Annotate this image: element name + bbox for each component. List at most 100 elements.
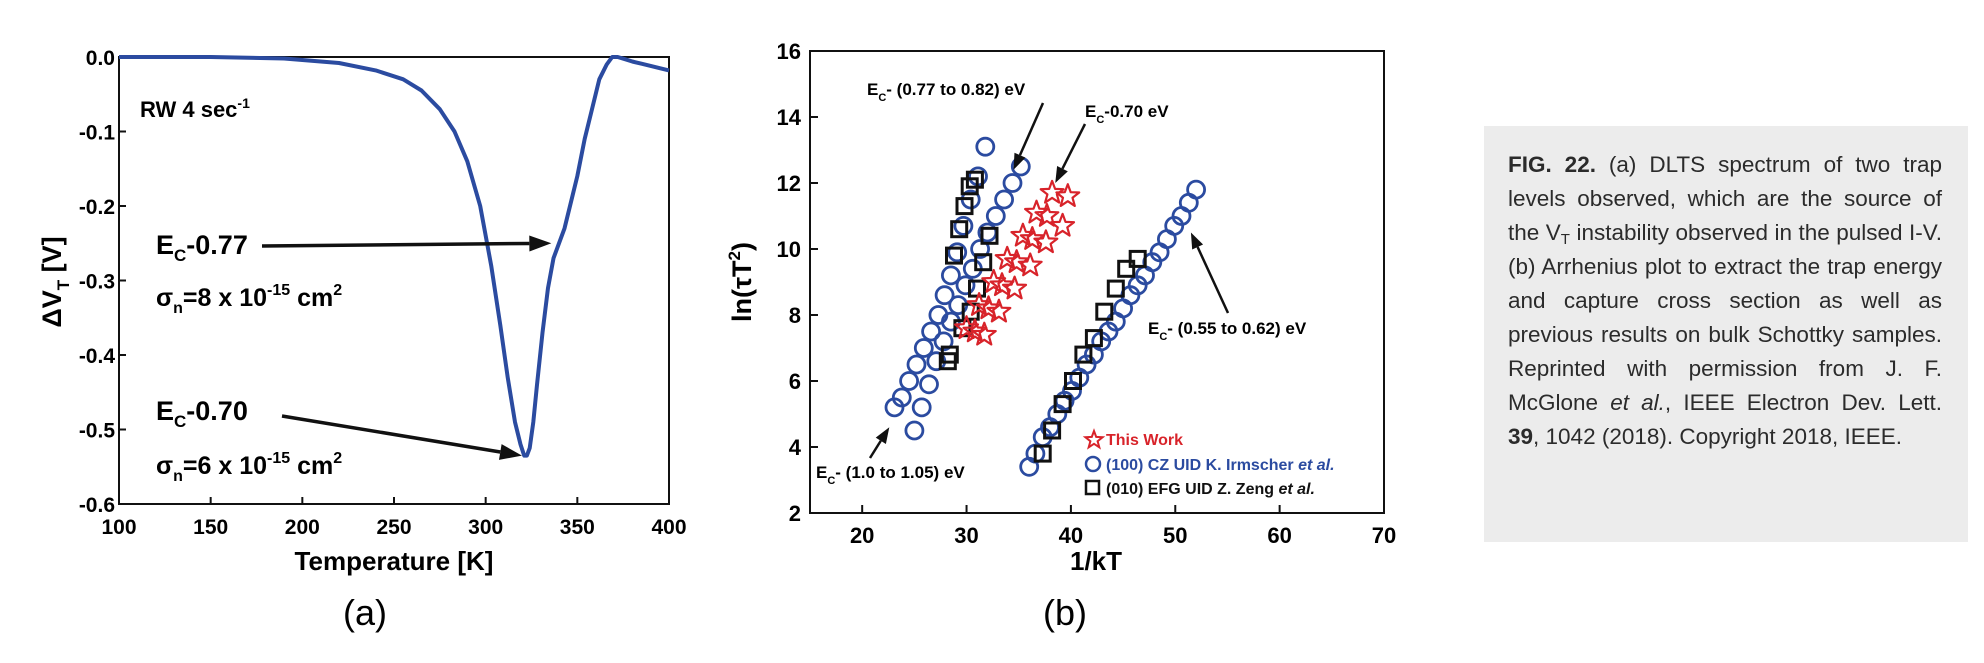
dlts-y-axis-label: ΔVT [V] [37,236,73,327]
arrhenius-x-tick-label: 20 [850,523,874,548]
cz-uid-point [955,275,976,296]
cz-uid-point [1002,173,1023,193]
annotation-ec-10-105-arrow [868,440,882,459]
dlts-y-tick-label: -0.4 [79,345,116,368]
this-work-point [1034,202,1060,227]
cz-uid-point [985,206,1006,226]
panel-a-label: (a) [343,592,387,633]
this-work-point [1039,179,1065,204]
caption-volume: 39 [1508,424,1534,449]
dlts-rate-label: RW 4 sec-1 [140,95,250,122]
cz-uid-point [891,387,912,408]
dlts-chart: 100 150 200 250 300 350 400 0.0 -0.1 -0.2 -0.3 -0.… [37,47,687,633]
arrhenius-x-tick-label: 30 [954,523,978,548]
this-work-point [1050,212,1076,237]
cz-uid-point [994,189,1015,210]
efg-uid-point [1033,444,1052,463]
dlts-x-tick-label: 400 [651,516,686,539]
this-work-point [981,268,1007,293]
dlts-y-tick-label: -0.3 [79,271,115,294]
cz-uid-point [934,285,955,306]
efg-uid-point [1074,345,1093,364]
this-work-point [1019,226,1045,250]
efg-uid-point [1117,259,1136,278]
caption-etal: et al. [1610,390,1665,415]
efg-uid-point [1106,279,1125,298]
dlts-y-tick-label: -0.6 [79,494,115,517]
dlts-x-tick-label: 150 [193,516,228,539]
cz-uid-point [906,354,927,375]
caption-text-4: , 1042 (2018). Copyright 2018, IEEE. [1533,424,1903,449]
arrhenius-plot-frame [809,50,1385,514]
trap2-arrow-head [498,444,522,460]
legend-label-cz-uid: (100) CZ UID K. Irmscher et al. [1106,457,1335,474]
dlts-x-tick-label: 300 [468,516,503,539]
cz-uid-point [970,239,991,259]
efg-uid-point [940,345,959,364]
annotation-ec-055-062-arrow-head [1190,232,1204,250]
arrhenius-y-tick-label: 6 [789,369,801,394]
this-work-point [971,321,997,346]
annotation-ec-077-082-arrow [1018,102,1045,156]
arrhenius-y-tick-label: 14 [777,105,802,130]
efg-uid-point [955,197,974,216]
cz-uid-point [899,371,920,391]
efg-uid-point [1128,249,1147,268]
cz-uid-point [947,242,968,263]
arrhenius-legend: This Work (100) CZ UID K. Irmscher et al… [1082,428,1335,498]
this-work-point [1055,183,1081,207]
annotation-ec-10-105: EC- (1.0 to 1.05) eV [816,463,965,487]
dlts-series-line [119,55,670,458]
this-work-point [954,315,980,339]
annotation-ec-055-062: EC- (0.55 to 0.62) eV [1148,319,1307,343]
caption-vt-subscript: T [1560,231,1570,248]
caption-text-2: instability observed in the pulsed I-V. … [1508,220,1942,415]
this-work-point [1004,249,1030,273]
dlts-y-tick-label: -0.2 [79,196,115,219]
efg-uid-point [945,246,963,265]
cz-uid-point [921,321,942,342]
arrhenius-x-tick-label: 40 [1059,523,1083,548]
arrhenius-y-tick-label: 10 [777,237,801,262]
dlts-x-tick-label: 350 [560,516,595,539]
efg-uid-point [1053,395,1072,414]
caption-figure-label: FIG. 22. [1508,152,1596,177]
efg-uid-point [1064,372,1082,390]
legend-square-icon [1084,479,1101,496]
this-work-point [1017,252,1043,277]
this-work-point [989,272,1015,297]
arrhenius-chart: 20 30 40 50 60 70 2 4 6 8 10 12 14 16 EC- (0.77 to 0… [725,39,1396,633]
legend-star-icon [1082,428,1106,450]
efg-uid-point [1043,421,1062,440]
annotation-ec-055-062-arrow [1196,246,1230,314]
dlts-x-tick-label: 250 [376,516,411,539]
arrhenius-x-tick-label: 70 [1372,523,1396,548]
arrhenius-x-axis-label: 1/kT [1070,546,1122,576]
arrhenius-y-tick-label: 2 [789,501,801,526]
legend-label-efg-uid: (010) EFG UID Z. Zeng et al. [1106,481,1315,498]
dlts-x-tick-label: 200 [285,516,320,539]
trap2-cross-section-label: σn=6 x 10-15 cm2 [156,450,342,485]
arrhenius-y-axis-label: ln(τT2) [725,242,757,322]
trap1-arrow-head [529,235,552,252]
legend-circle-icon [1084,455,1102,473]
cz-uid-point [904,420,925,441]
arrhenius-x-tick-label: 60 [1267,523,1291,548]
arrhenius-x-tick-label: 50 [1163,523,1187,548]
dlts-x-tick-label: 100 [101,516,136,539]
cz-uid-point [940,265,961,286]
this-work-point [986,298,1012,323]
annotation-ec-070-arrow [1061,123,1087,170]
dlts-y-tick-label: -0.1 [79,122,116,145]
arrhenius-y-tick-label: 16 [777,39,801,64]
efg-uid-point [968,279,986,298]
trap2-arrow [281,414,501,454]
arrhenius-y-tick-label: 12 [777,171,801,196]
legend-label-this-work: This Work [1106,432,1183,449]
trap2-level-label: EC-0.70 [156,396,248,431]
dlts-y-tick-label: -0.5 [79,420,116,443]
trap1-cross-section-label: σn=8 x 10-15 cm2 [156,282,342,317]
annotation-ec-10-105-arrow-head [875,427,890,444]
annotation-ec-070-arrow-head [1055,166,1068,183]
efg-uid-point [950,220,969,239]
